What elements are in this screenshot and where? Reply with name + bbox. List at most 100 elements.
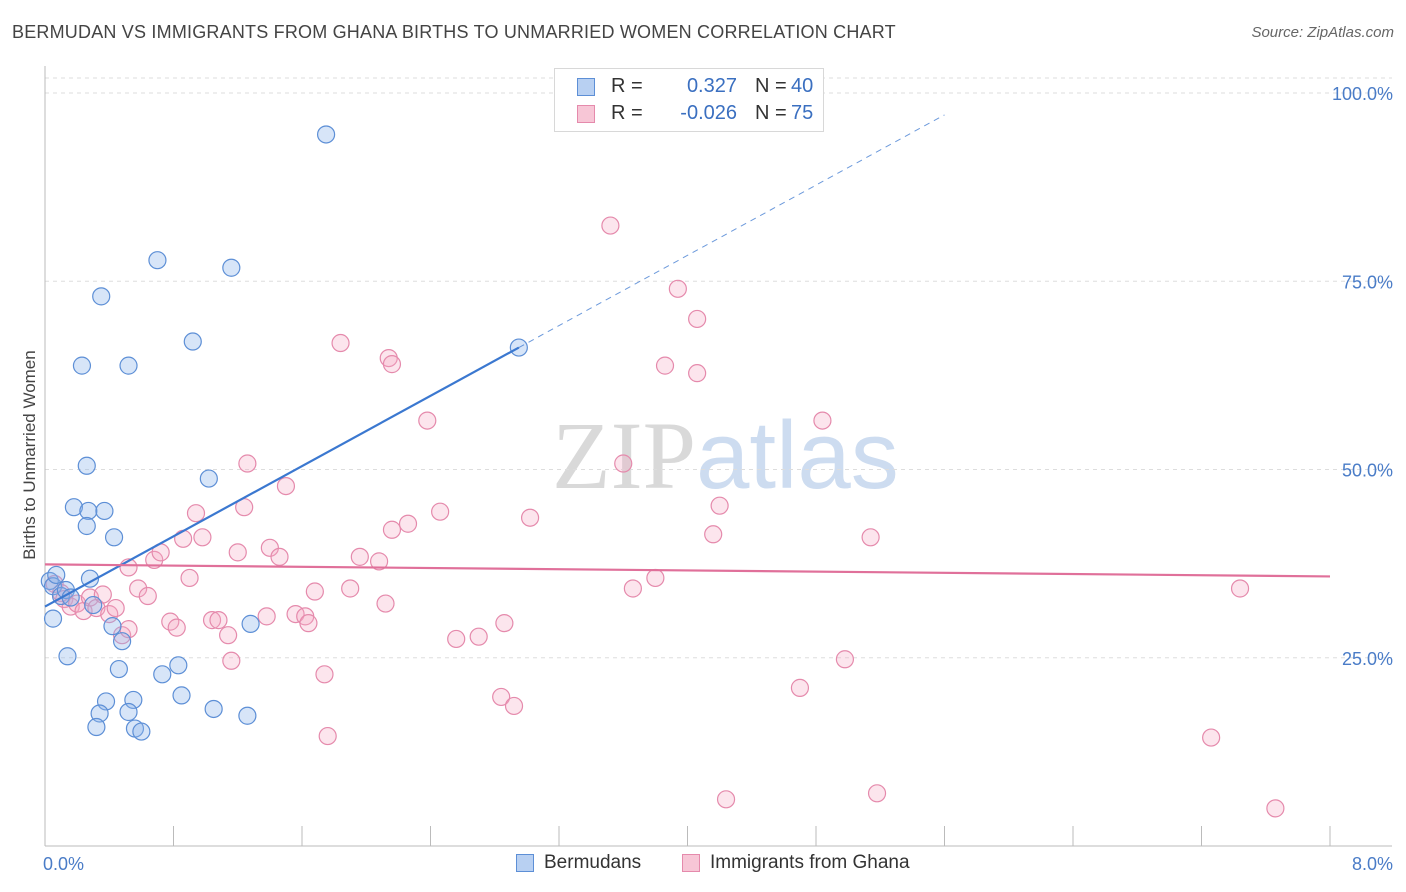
correlation-legend: R = 0.327 N = 40 R = -0.026 N = 75 xyxy=(554,68,824,132)
ghana-point-71 xyxy=(835,650,855,669)
bermudan-point-24 xyxy=(103,617,122,636)
bottom-legend-swatch-ghana xyxy=(682,854,700,872)
watermark: ZIPatlas xyxy=(552,400,899,511)
bermudan-point-33 xyxy=(90,704,109,723)
ghana-point-37 xyxy=(299,614,318,633)
ghana-points xyxy=(45,216,1285,818)
ghana-point-30 xyxy=(238,454,257,473)
x-tick-label-1: 8.0% xyxy=(1352,854,1393,874)
ghana-point-45 xyxy=(376,594,395,613)
watermark-atlas: atlas xyxy=(696,402,899,509)
bermudan-point-21 xyxy=(316,125,336,144)
bermudan-point-2 xyxy=(47,565,66,585)
ghana-point-20 xyxy=(174,529,193,548)
ghana-trend-line xyxy=(44,563,1331,578)
ghana-point-65 xyxy=(688,364,707,383)
ghana-point-51 xyxy=(431,502,450,521)
ghana-point-19 xyxy=(167,618,186,637)
ghana-point-66 xyxy=(704,525,723,544)
ghana-point-42 xyxy=(341,579,360,598)
bermudan-point-39 xyxy=(241,614,260,633)
legend-r-value: -0.026 xyxy=(680,102,737,124)
bermudan-point-8 xyxy=(84,595,103,615)
ghana-point-46 xyxy=(382,520,402,539)
bermudan-point-37 xyxy=(204,699,223,719)
bermudan-point-29 xyxy=(172,686,191,705)
bermudan-trend-extension xyxy=(518,114,945,348)
bermudan-point-31 xyxy=(124,690,143,710)
bermudan-point-15 xyxy=(72,356,92,375)
ghana-point-25 xyxy=(209,611,228,630)
ghana-point-69 xyxy=(790,678,810,697)
y-tick-label-0: 25.0% xyxy=(1342,649,1393,669)
y-axis-label: Births to Unmarried Women xyxy=(20,350,39,559)
bottom-legend-swatch-bermudans xyxy=(516,854,534,872)
bermudan-point-25 xyxy=(112,632,132,651)
bermudan-point-22 xyxy=(199,469,218,488)
ghana-point-23 xyxy=(193,528,212,547)
ghana-point-27 xyxy=(222,651,241,670)
bermudan-point-10 xyxy=(79,501,98,521)
bermudan-point-38 xyxy=(238,706,257,725)
ghana-point-72 xyxy=(861,528,880,547)
ghana-point-76 xyxy=(1266,799,1285,818)
ghana-point-59 xyxy=(614,454,633,473)
ghana-point-22 xyxy=(186,504,206,523)
bermudan-point-13 xyxy=(104,528,124,547)
ghana-point-24 xyxy=(202,611,222,630)
ghana-point-63 xyxy=(668,279,687,298)
ghana-point-57 xyxy=(520,508,540,527)
ghana-point-44 xyxy=(370,552,389,571)
ghana-point-60 xyxy=(623,579,642,598)
bermudan-point-36 xyxy=(132,722,151,741)
bermudan-point-12 xyxy=(77,516,96,536)
ghana-point-49 xyxy=(398,514,418,533)
legend-r-label: R = xyxy=(611,75,643,97)
ghana-point-73 xyxy=(867,784,887,803)
legend-n-label: N = xyxy=(755,75,787,97)
axes xyxy=(44,66,1392,847)
ghana-point-40 xyxy=(318,726,337,746)
bermudan-point-23 xyxy=(58,647,77,666)
bermudan-point-28 xyxy=(169,656,188,675)
trend-lines xyxy=(44,114,1331,608)
ghana-point-26 xyxy=(219,626,238,645)
y-tick-label-3: 100.0% xyxy=(1332,84,1393,104)
tick-labels: 25.0% 50.0% 75.0% 100.0% 0.0% 8.0% xyxy=(43,84,1393,874)
ghana-point-10 xyxy=(106,598,125,618)
chart-title: BERMUDAN VS IMMIGRANTS FROM GHANA BIRTHS… xyxy=(12,22,896,42)
ghana-point-74 xyxy=(1202,728,1221,747)
ghana-point-16 xyxy=(145,550,164,569)
bermudan-point-32 xyxy=(119,702,138,722)
legend-swatch-bermudans xyxy=(577,78,595,96)
bermudan-point-20 xyxy=(222,258,241,277)
legend-swatch-ghana xyxy=(577,105,595,123)
ghana-point-68 xyxy=(716,790,736,809)
ghana-point-39 xyxy=(315,665,334,684)
bermudan-point-14 xyxy=(77,456,96,475)
ghana-point-75 xyxy=(1230,579,1250,598)
ghana-point-43 xyxy=(350,547,369,566)
chart-source: Source: ZipAtlas.com xyxy=(1251,24,1394,41)
bermudan-point-34 xyxy=(87,717,106,737)
bermudan-point-17 xyxy=(119,356,138,375)
ghana-point-33 xyxy=(270,547,289,566)
bermudan-point-7 xyxy=(80,569,100,588)
bermudan-point-27 xyxy=(153,665,172,684)
ghana-point-55 xyxy=(495,614,514,633)
bermudan-point-9 xyxy=(64,498,84,517)
ghana-point-48 xyxy=(382,355,402,374)
ghana-point-54 xyxy=(492,687,511,707)
ghana-point-32 xyxy=(260,538,279,557)
ghana-point-58 xyxy=(601,216,620,235)
ghana-point-15 xyxy=(138,586,157,606)
bottom-legend-label-bermudans: Bermudans xyxy=(544,852,642,873)
ghana-point-53 xyxy=(469,627,488,646)
ghana-point-41 xyxy=(331,333,350,353)
bermudan-point-3 xyxy=(43,609,63,628)
bottom-legend-label-ghana: Immigrants from Ghana xyxy=(710,852,910,873)
legend-r-label: R = xyxy=(611,102,643,124)
ghana-point-64 xyxy=(688,309,707,329)
ghana-point-34 xyxy=(276,476,296,496)
